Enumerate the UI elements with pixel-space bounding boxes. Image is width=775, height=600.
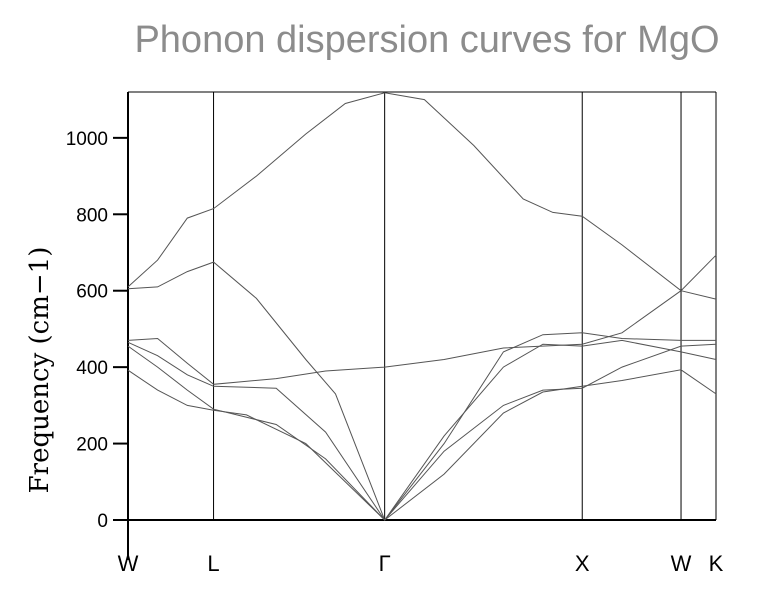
band-curves	[127, 92, 717, 522]
y-tick-label: 400	[76, 358, 108, 379]
plot-frame	[118, 91, 717, 560]
x-tick-label: L	[207, 551, 219, 576]
x-tick-label: X	[575, 551, 590, 576]
band-curve-6	[127, 369, 717, 521]
band-curve-1	[127, 261, 717, 522]
band-curve-4	[127, 332, 716, 521]
y-tick-label: 600	[76, 282, 108, 303]
kpoint-lines	[213, 92, 682, 520]
band-curve-2	[127, 92, 717, 300]
x-tick-label: W	[671, 551, 692, 576]
y-ticks: 0 200 400 600 800 1000	[66, 129, 128, 532]
x-tick-label: K	[709, 551, 724, 576]
band-curve-5	[127, 343, 717, 521]
y-tick-label: 800	[76, 205, 108, 226]
band-curve-3	[127, 254, 717, 385]
x-tick-label: W	[118, 551, 139, 576]
y-tick-label: 1000	[66, 129, 108, 150]
x-tick-label: Γ	[379, 551, 391, 576]
y-axis-label: Frequency (cm−1)	[25, 247, 55, 494]
y-tick-label: 200	[76, 435, 108, 456]
y-tick-label: 0	[97, 511, 108, 532]
chart-title: Phonon dispersion curves for MgO	[134, 19, 719, 61]
